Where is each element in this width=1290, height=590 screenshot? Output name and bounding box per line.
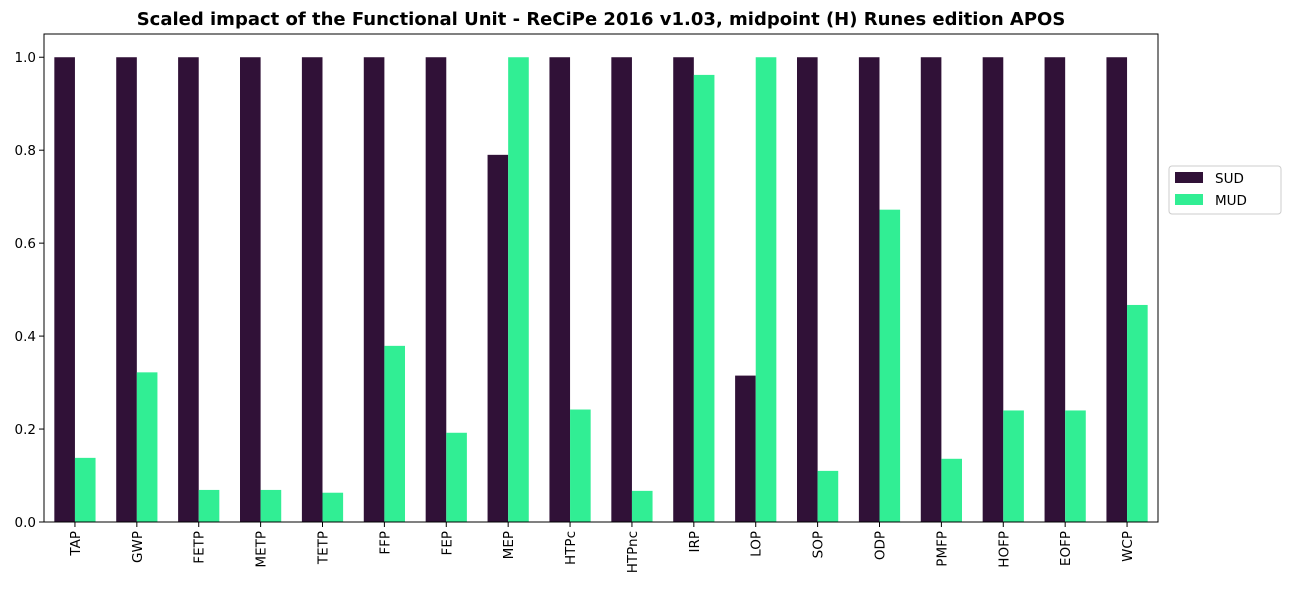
bar-mud-fetp [198,489,220,522]
bar-mud-tetp [322,492,344,522]
y-tick-label: 0.6 [15,236,36,252]
y-tick-label: 1.0 [15,50,36,66]
bar-mud-irp [693,74,715,522]
bar-sud-irp [673,57,694,522]
bar-mud-ffp [384,345,405,522]
bar-sud-wcp [1106,57,1128,522]
bar-mud-tap [74,457,96,522]
x-tick-label-wcp: WCP [1120,531,1136,562]
x-tick-label-eofp: EOFP [1058,531,1074,566]
chart-title: Scaled impact of the Functional Unit - R… [137,9,1066,30]
bar-mud-metp [260,489,282,522]
x-tick-label-ffp: FFP [377,531,393,555]
bar-mud-hofp [1003,410,1024,522]
x-tick-label-gwp: GWP [130,531,146,563]
x-tick-label-fetp: FETP [192,531,208,564]
y-tick-label: 0.0 [15,515,36,531]
x-tick-label-tetp: TETP [316,531,332,565]
legend-swatch-sud [1175,172,1203,183]
bar-sud-sop [797,57,818,522]
bar-mud-sop [817,470,839,522]
bar-sud-hofp [982,57,1004,522]
y-axis: 0.0 0.2 0.4 0.6 0.8 1.0 [15,50,44,531]
bar-mud-fep [446,432,467,522]
bar-sud-lop [735,375,756,522]
x-tick-label-mep: MEP [501,531,517,559]
bar-sud-fetp [178,57,199,522]
y-tick-label: 0.2 [15,422,36,438]
bar-sud-tap [54,57,75,522]
legend-swatch-mud [1175,194,1203,205]
plot-frame [43,33,1159,523]
y-tick-label: 0.8 [15,143,36,159]
bar-sud-htpnc [611,57,632,522]
bar-sud-gwp [116,57,137,522]
bar-mud-htpc [570,409,591,522]
bar-mud-htpnc [631,490,653,522]
bar-sud-odp [858,57,880,522]
x-tick-label-sop: SOP [811,531,827,558]
bar-sud-fep [425,57,447,522]
bar-mud-eofp [1065,410,1086,522]
x-tick-label-pmfp: PMFP [934,531,950,567]
bar-mud-wcp [1127,304,1148,522]
x-axis: TAP GWP FETP METP TETP FFP FEP MEP HTPc HTPnc IRP L… [68,522,1136,573]
bar-sud-mep [487,154,509,523]
legend-label-mud: MUD [1215,193,1247,209]
x-tick-label-lop: LOP [749,531,765,557]
bar-sud-metp [240,57,261,522]
bar-sud-htpc [549,57,571,522]
bar-mud-gwp [136,372,158,522]
x-tick-label-irp: IRP [687,531,703,553]
legend: SUD MUD [1168,165,1282,215]
x-tick-label-htpnc: HTPnc [625,531,641,573]
x-tick-label-hofp: HOFP [996,531,1012,568]
bar-sud-eofp [1044,57,1066,522]
x-tick-label-htpc: HTPc [563,531,579,565]
bar-sud-pmfp [920,57,942,522]
x-tick-label-fep: FEP [439,531,455,555]
bar-sud-tetp [301,57,323,522]
y-tick-label: 0.4 [15,329,36,345]
x-tick-label-metp: METP [254,531,270,568]
x-tick-label-tap: TAP [68,531,84,557]
bar-mud-pmfp [941,458,962,522]
bar-sud-ffp [363,57,385,522]
bar-mud-odp [879,209,901,522]
bar-mud-lop [755,57,777,522]
bar-mud-mep [508,57,529,522]
bars-group [54,57,1148,523]
x-tick-label-odp: ODP [873,531,889,560]
legend-label-sud: SUD [1215,171,1244,187]
